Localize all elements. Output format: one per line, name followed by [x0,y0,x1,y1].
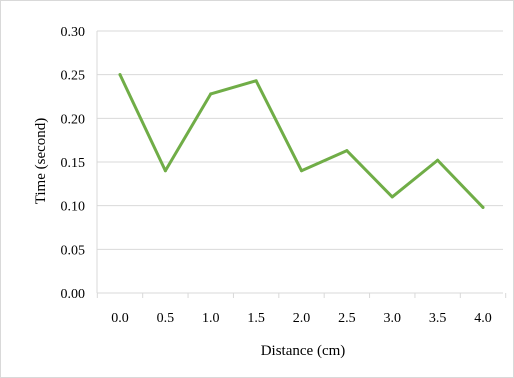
series-group [118,73,485,209]
y-tick-label: 0.00 [61,287,86,302]
y-tick-label: 0.25 [61,69,86,84]
y-axis-title: Time (second) [33,118,49,205]
x-tick-label: 0.0 [111,311,129,326]
x-tick-label: 3.0 [384,311,402,326]
data-point [436,158,440,162]
data-point [300,169,303,173]
x-tick-label: 3.5 [429,311,447,326]
y-tick-label: 0.30 [61,25,86,40]
data-point [254,79,258,83]
x-tick-label: 2.0 [293,311,311,326]
series-line-0 [118,73,485,209]
x-axis: 0.0 0.5 1.0 1.5 2.0 2.5 3.0 3.5 4.0 [96,292,507,326]
x-tick-label: 1.5 [247,311,265,326]
data-point [481,205,485,209]
data-point [163,169,167,173]
y-axis: 0.30 0.25 0.20 0.15 0.10 0.05 0.00 [61,25,98,302]
data-point [209,92,213,96]
data-point [345,149,349,153]
gridlines [97,30,503,250]
y-tick-label: 0.20 [61,112,86,127]
x-tick-label: 2.5 [338,311,356,326]
x-axis-title: Distance (cm) [261,343,346,359]
y-tick-label: 0.15 [61,156,86,171]
x-tick-label: 0.5 [157,311,175,326]
x-tick-label: 1.0 [202,311,220,326]
data-point [118,73,122,77]
y-tick-label: 0.05 [61,243,86,258]
x-tick-label: 4.0 [474,311,492,326]
y-tick-label: 0.10 [61,200,86,215]
data-point [390,195,394,199]
